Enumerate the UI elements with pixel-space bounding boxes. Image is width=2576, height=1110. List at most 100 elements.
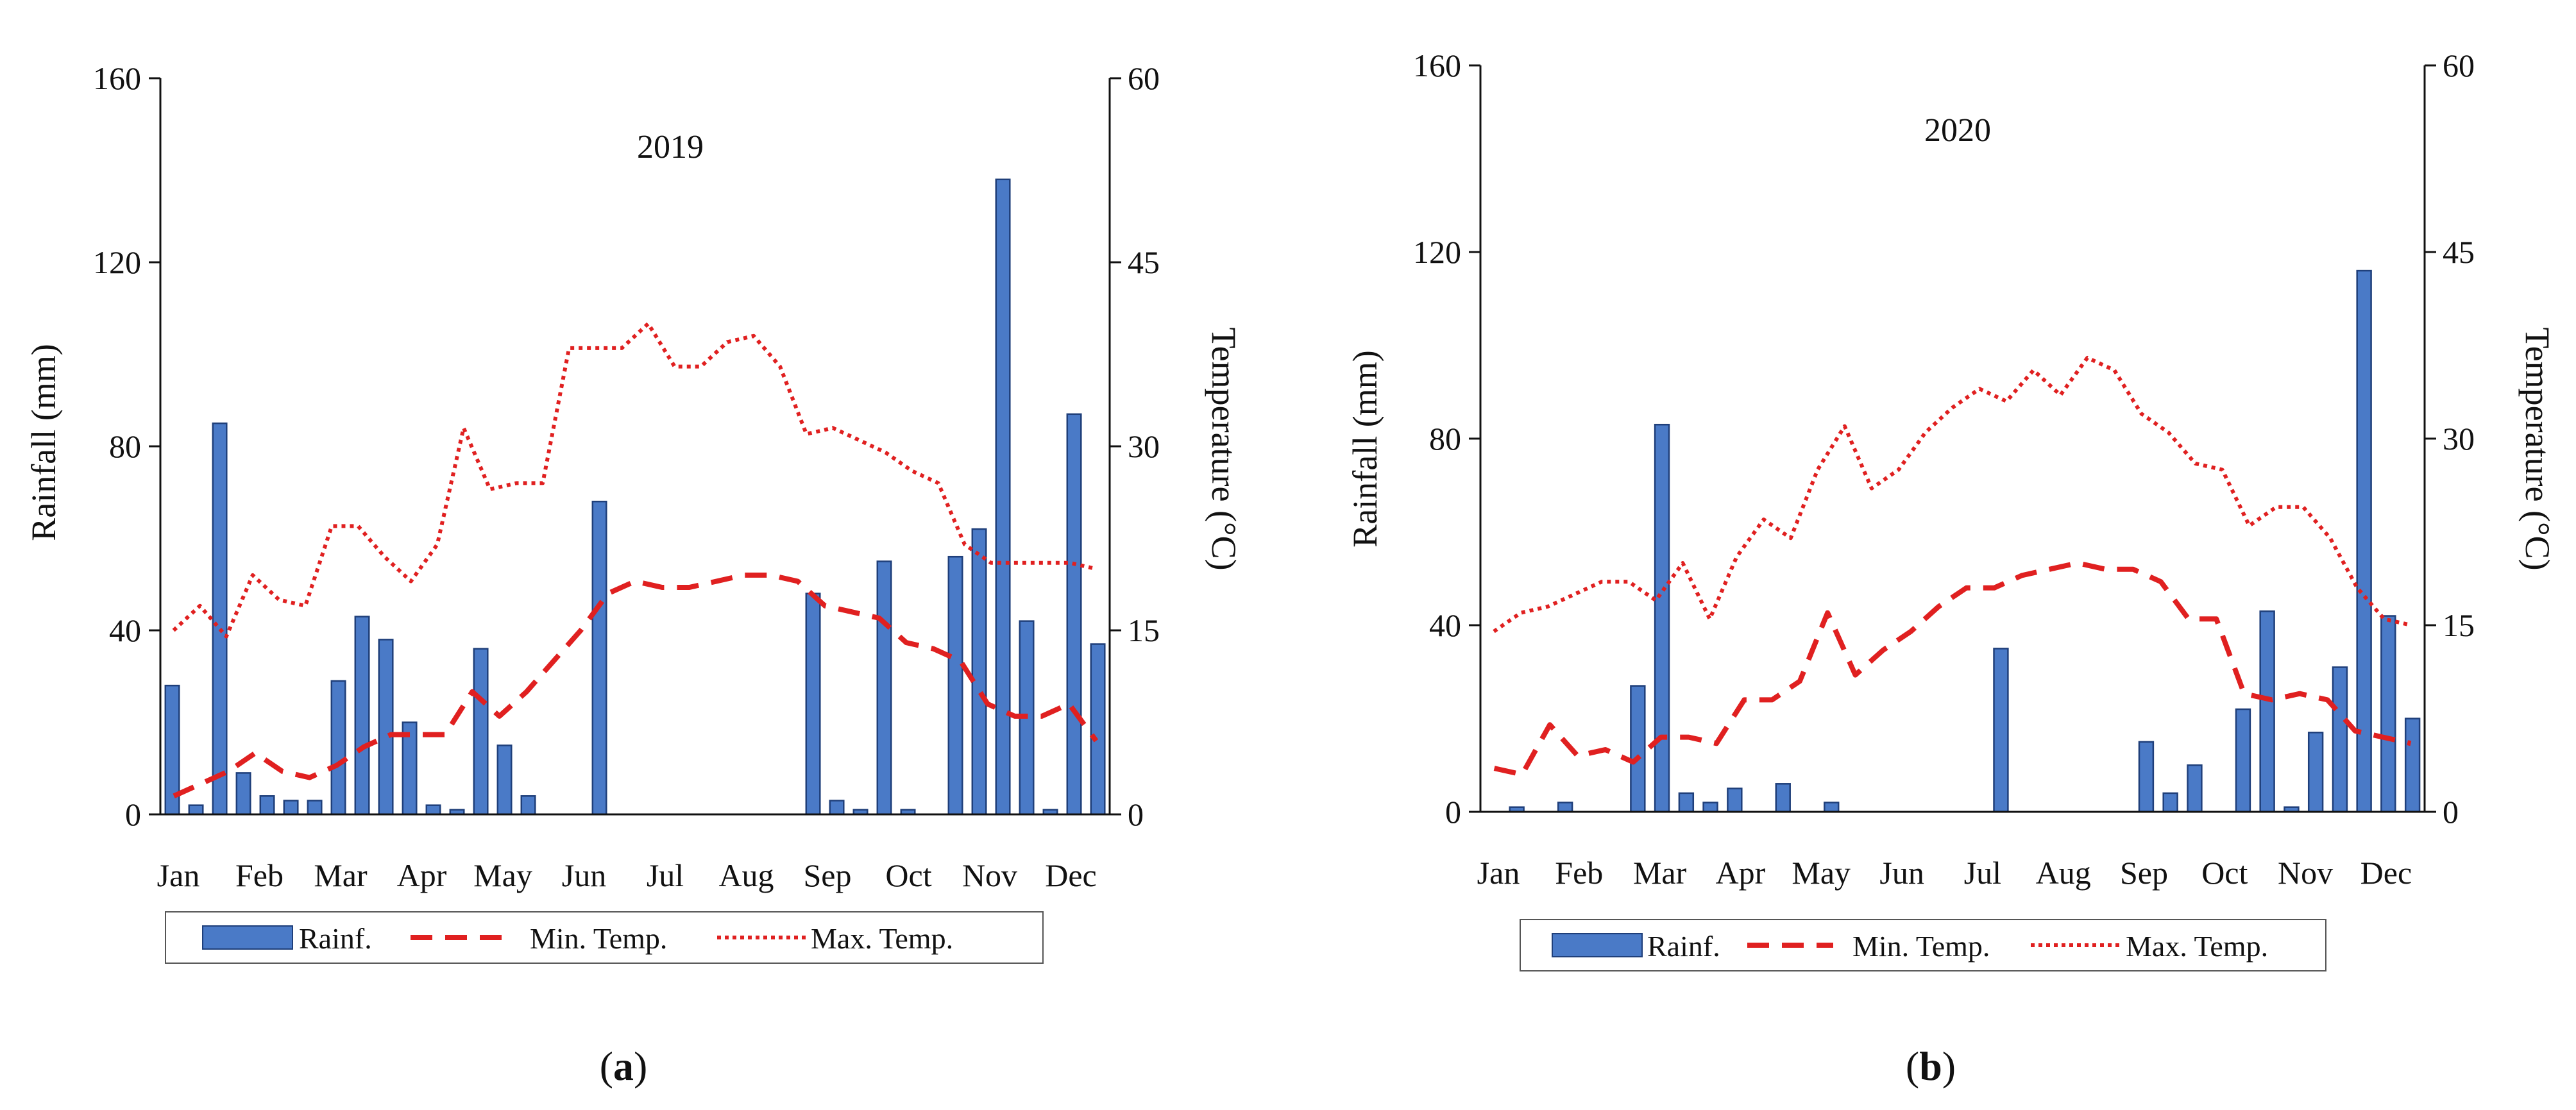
y-tick-label: 80 <box>1429 421 1461 457</box>
rainfall-bar-14 <box>496 744 513 816</box>
y2-tick-label: 15 <box>1128 612 1160 648</box>
rainfall-bars <box>164 178 1106 816</box>
y-tick-label: 160 <box>1413 47 1461 83</box>
y2-tick-label: 30 <box>1128 428 1160 464</box>
rainfall-bar-8 <box>354 616 370 816</box>
x-tick-label-feb: Feb <box>1555 855 1603 891</box>
x-tick-label-mar: Mar <box>1633 855 1687 891</box>
y-axis-title-rainfall: Rainfall (mm) <box>24 344 63 541</box>
legend-frame <box>165 911 1044 964</box>
x-tick-label-jul: Jul <box>647 857 684 893</box>
rainfall-bar-7 <box>1654 423 1670 813</box>
rainfall-bar-9 <box>378 639 394 816</box>
x-tick-label-may: May <box>1792 855 1851 891</box>
y-tick-label: 40 <box>109 612 141 648</box>
x-tick-label-apr: Apr <box>1716 855 1766 891</box>
legend-label-min-temp: Min. Temp. <box>1852 930 1990 963</box>
rainfall-bar-39 <box>1090 643 1106 816</box>
legend-label-min-temp: Min. Temp. <box>530 922 667 955</box>
x-tick-label-nov: Nov <box>962 857 1017 893</box>
x-tick-label-sep: Sep <box>2120 855 2168 891</box>
y2-tick-label: 60 <box>2443 47 2475 83</box>
rainfall-bar-15 <box>520 795 536 816</box>
chart-panel-2019: 0 40 80 120 160 0 15 30 45 60 Jan Feb Mar Apr May Jun Ju… <box>24 60 1243 1089</box>
legend-label-rainfall: Rainf. <box>299 922 372 955</box>
min-temp-line <box>1493 560 2412 777</box>
y2-tick-label: 45 <box>2443 234 2475 270</box>
temperature-lines <box>172 321 1099 798</box>
y-tick-label: 160 <box>93 60 141 96</box>
panel-label-a: (a) <box>600 1043 648 1089</box>
legend-2020: Rainf. Min. Temp. Max. Temp. <box>1520 919 2326 971</box>
y-tick-label: 0 <box>125 796 141 832</box>
rainfall-bar-5 <box>283 800 299 816</box>
x-tick-label-apr: Apr <box>397 857 447 893</box>
temperature-lines <box>1493 355 2412 777</box>
legend-swatch-rainfall <box>1552 933 1643 957</box>
rainfall-bar-18 <box>591 500 607 816</box>
rainfall-bar-12 <box>1775 783 1791 813</box>
rainfall-bar-33 <box>947 555 963 816</box>
x-tick-label-aug: Aug <box>718 857 774 893</box>
rainfall-bar-34 <box>971 528 987 816</box>
x-tick-label-jun: Jun <box>562 857 606 893</box>
rainfall-bar-28 <box>2162 792 2178 813</box>
axes-2020: 0 40 80 120 160 0 15 30 45 60 Jan Feb Mar Apr May Jun Ju… <box>1413 47 2475 891</box>
rainfall-bar-37 <box>2380 615 2396 813</box>
y2-tick-label: 0 <box>2443 794 2459 830</box>
x-tick-label-oct: Oct <box>885 857 931 893</box>
legend-label-max-temp: Max. Temp. <box>811 922 953 955</box>
x-tick-label-feb: Feb <box>235 857 284 893</box>
x-tick-label-dec: Dec <box>2360 855 2412 891</box>
rainfall-bar-6 <box>1630 685 1646 813</box>
x-tick-label-may: May <box>473 857 532 893</box>
legend-frame <box>1520 919 2326 971</box>
rainfall-bar-8 <box>1678 792 1695 813</box>
rainfall-bar-38 <box>2404 718 2421 813</box>
rainfall-bar-28 <box>829 800 845 816</box>
min-temp-line <box>173 572 1099 798</box>
x-tick-label-mar: Mar <box>314 857 368 893</box>
y2-tick-label: 60 <box>1128 60 1160 96</box>
rainfall-bar-34 <box>2307 732 2324 813</box>
rainfall-bar-27 <box>805 593 821 816</box>
rainfall-bar-13 <box>473 648 489 816</box>
x-tick-label-aug: Aug <box>2036 855 2091 891</box>
y2-tick-label: 15 <box>2443 607 2475 643</box>
y-tick-label: 120 <box>93 244 141 280</box>
rainfall-bar-35 <box>2332 666 2348 813</box>
y2-axis-title-temperature: Temperature (°C) <box>2518 327 2557 570</box>
x-tick-label-jan: Jan <box>157 857 200 893</box>
y2-tick-label: 45 <box>1128 244 1160 280</box>
rainfall-bar-27 <box>2138 741 2155 813</box>
max-temp-line <box>172 321 1097 639</box>
rainfall-bar-35 <box>995 178 1011 816</box>
x-tick-label-jun: Jun <box>1879 855 1924 891</box>
legend-label-rainfall: Rainf. <box>1647 930 1720 963</box>
max-temp-line <box>1493 355 2412 634</box>
rainfall-bar-31 <box>2235 708 2251 813</box>
x-tick-label-nov: Nov <box>2278 855 2333 891</box>
rainfall-bar-30 <box>876 560 892 816</box>
rainfall-bar-32 <box>2259 610 2275 813</box>
chart-panel-2020: 0 40 80 120 160 0 15 30 45 60 Jan Feb Mar Apr May Jun Ju… <box>1346 47 2557 1089</box>
panel-letter-a: a <box>613 1043 634 1089</box>
y-tick-label: 80 <box>109 428 141 464</box>
rainfall-bar-21 <box>1993 648 2009 813</box>
rainfall-bars <box>1509 269 2421 813</box>
legend-label-max-temp: Max. Temp. <box>2126 930 2268 963</box>
rainfall-bar-6 <box>307 800 323 816</box>
rainfall-bar-4 <box>259 795 275 816</box>
y-axis-title-rainfall: Rainfall (mm) <box>1346 350 1384 547</box>
y-tick-label: 0 <box>1445 794 1461 830</box>
rainfall-bar-38 <box>1066 413 1082 816</box>
axes-2019: 0 40 80 120 160 0 15 30 45 60 Jan Feb Mar Apr May Jun Ju… <box>93 60 1160 893</box>
panel-title-2019: 2019 <box>637 129 704 165</box>
panel-letter-b: b <box>1919 1043 1942 1089</box>
y2-tick-label: 0 <box>1128 796 1144 832</box>
legend-2019: Rainf. Min. Temp. Max. Temp. <box>165 911 1044 964</box>
x-tick-label-oct: Oct <box>2201 855 2248 891</box>
panel-title-2020: 2020 <box>1924 112 1991 149</box>
rainfall-bar-9 <box>1702 802 1718 813</box>
